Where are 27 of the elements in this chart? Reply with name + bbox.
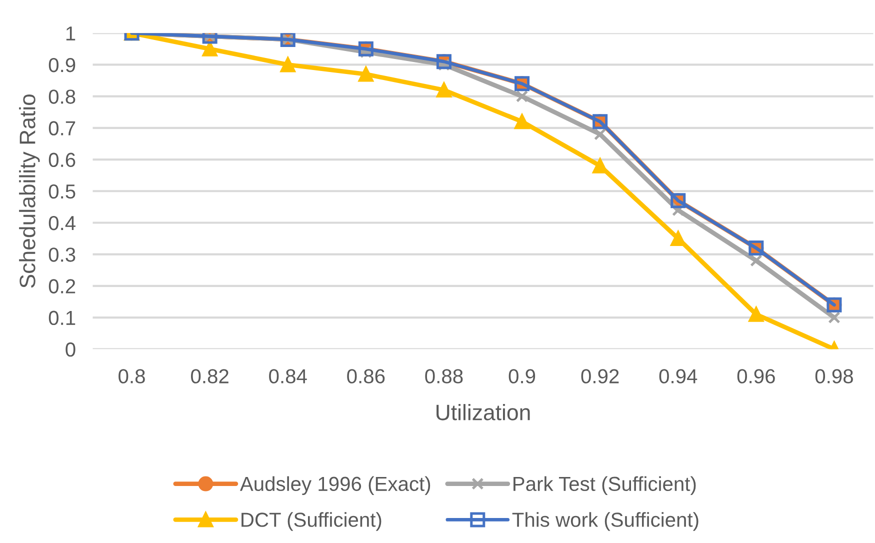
x-tick-label: 0.98 xyxy=(815,369,853,384)
x-tick-label: 0.8 xyxy=(118,369,145,384)
y-tick-label: 0.2 xyxy=(48,279,76,294)
x-tick-label: 0.9 xyxy=(508,369,536,384)
y-tick-label: 0.9 xyxy=(48,58,76,72)
y-tick-label: 0.5 xyxy=(48,184,76,199)
legend-label: This work (Sufficient) xyxy=(512,512,698,531)
y-tick-label: 0.3 xyxy=(48,248,76,262)
x-tick-label: 0.82 xyxy=(191,369,228,384)
y-tick-label: 0.4 xyxy=(48,216,76,230)
x-tick-label: 0.96 xyxy=(737,369,775,384)
y-tick-label: 0.6 xyxy=(48,152,76,168)
x-tick-label: 0.86 xyxy=(347,369,385,384)
legend-label: DCT (Sufficient) xyxy=(242,512,382,531)
y-tick-label: 0 xyxy=(66,342,76,357)
y-tick-label: 0.8 xyxy=(48,90,76,104)
x-axis-title: Utilization xyxy=(436,404,530,420)
legend-label: Park Test (Sufficient) xyxy=(514,476,696,496)
x-tick-label: 0.84 xyxy=(269,369,307,384)
x-tick-label: 0.88 xyxy=(425,369,463,384)
y-tick-label: 1 xyxy=(66,26,76,40)
y-tick-label: 0.1 xyxy=(48,310,76,326)
legend-label: Audsley 1996 (Exact) xyxy=(240,476,430,496)
y-tick-label: 0.7 xyxy=(48,121,76,136)
y-axis-title: Schedulability Ratio xyxy=(19,94,40,288)
x-tick-label: 0.94 xyxy=(659,369,698,384)
x-tick-label: 0.92 xyxy=(581,369,619,384)
